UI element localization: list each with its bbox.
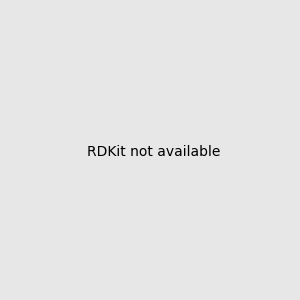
Text: RDKit not available: RDKit not available <box>87 145 220 158</box>
